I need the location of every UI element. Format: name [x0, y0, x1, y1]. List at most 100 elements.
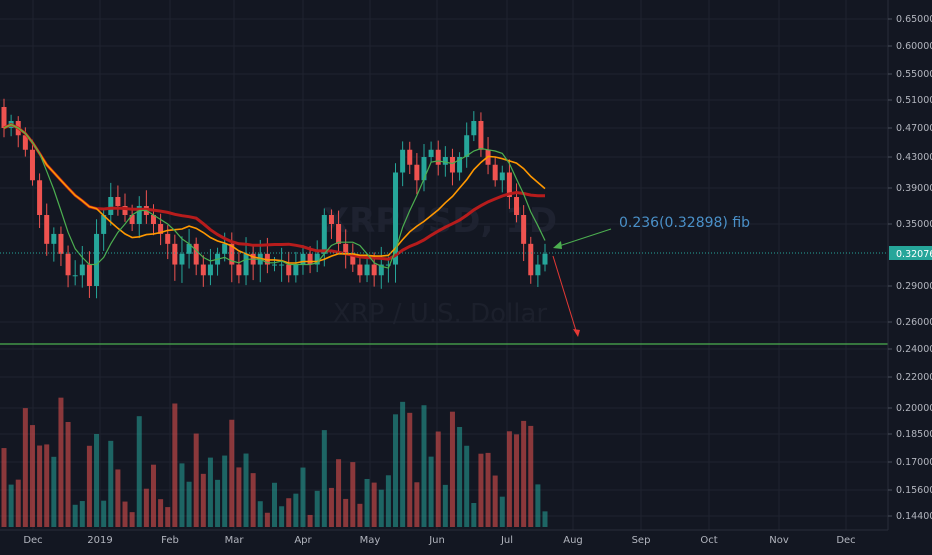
candle[interactable] — [136, 196, 142, 239]
candle[interactable] — [400, 141, 406, 187]
candle[interactable] — [207, 248, 213, 286]
time-tick-label: Dec — [836, 535, 855, 546]
candle[interactable] — [535, 254, 541, 287]
volume-bar — [393, 414, 399, 527]
volume-bar — [94, 433, 100, 527]
candle[interactable] — [186, 228, 192, 269]
candle[interactable] — [350, 243, 356, 272]
candle[interactable] — [79, 245, 85, 288]
candle[interactable] — [378, 246, 384, 289]
volume-bar — [371, 482, 377, 527]
candle[interactable] — [172, 234, 178, 281]
candle[interactable] — [321, 208, 327, 267]
ma-mid-line — [3, 123, 546, 264]
candle[interactable] — [314, 240, 320, 273]
candle[interactable] — [72, 260, 78, 286]
price-tick-label: 0.51000 — [896, 95, 932, 106]
candle[interactable] — [521, 205, 527, 262]
candle[interactable] — [385, 256, 391, 283]
current-price-badge: 0.32076 — [889, 246, 932, 260]
volume-bar — [243, 453, 249, 527]
volume-bar — [435, 431, 441, 527]
candle[interactable] — [407, 141, 413, 175]
candle[interactable] — [492, 156, 498, 187]
time-tick-label: Jun — [428, 535, 445, 546]
candle[interactable] — [414, 153, 420, 195]
candle[interactable] — [179, 236, 185, 283]
candle[interactable] — [200, 255, 206, 287]
candle[interactable] — [449, 148, 455, 186]
volume-bar — [250, 473, 256, 527]
candle[interactable] — [336, 210, 342, 254]
price-tick-label: 0.14400 — [896, 511, 932, 522]
candle[interactable] — [506, 159, 512, 209]
volume-bar — [143, 488, 149, 527]
volume-bar — [485, 452, 491, 527]
candle[interactable] — [108, 182, 114, 226]
candle[interactable] — [307, 246, 313, 274]
candle[interactable] — [393, 163, 399, 283]
candle[interactable] — [514, 183, 520, 223]
candle[interactable] — [115, 185, 121, 216]
price-axis[interactable]: 0.65000 0.60000 0.55000 0.51000 0.47000 0.430… — [887, 0, 932, 530]
candle[interactable] — [435, 140, 441, 176]
volume-bar — [421, 405, 427, 527]
volume-bar — [22, 408, 28, 527]
candle[interactable] — [421, 144, 427, 192]
candle[interactable] — [471, 111, 477, 142]
price-tick-label: 0.47000 — [896, 123, 932, 134]
projection-arrow[interactable] — [552, 255, 580, 337]
time-axis[interactable]: Dec 2019 Feb Mar Apr May Jun Jul Aug Sep Oct Nov Dec — [0, 529, 888, 546]
volume-bar — [193, 433, 199, 527]
candle[interactable] — [343, 229, 349, 269]
fib-annotation-label[interactable]: 0.236(0.32898) fib — [619, 215, 750, 231]
candle[interactable] — [357, 257, 363, 283]
candle[interactable] — [428, 141, 434, 163]
candle[interactable] — [1, 98, 7, 138]
price-tick-label: 0.24000 — [896, 344, 932, 355]
candle[interactable] — [51, 227, 57, 262]
candle[interactable] — [499, 165, 505, 193]
candle[interactable] — [286, 251, 292, 283]
candle[interactable] — [442, 146, 448, 177]
volume-bar — [314, 490, 320, 527]
volume-bar — [328, 487, 334, 527]
candle[interactable] — [328, 209, 334, 239]
price-tick-label: 0.26000 — [896, 317, 932, 328]
candle[interactable] — [293, 251, 299, 283]
candle[interactable] — [58, 226, 64, 266]
candle[interactable] — [279, 247, 285, 282]
time-tick-label: Mar — [225, 535, 245, 546]
candle[interactable] — [236, 252, 242, 284]
price-tick-label: 0.60000 — [896, 41, 932, 52]
volume-bar — [378, 489, 384, 527]
candle[interactable] — [44, 203, 50, 256]
volume-bar — [51, 456, 57, 527]
price-tick-label: 0.17000 — [896, 457, 932, 468]
candle[interactable] — [29, 139, 35, 186]
candle[interactable] — [478, 112, 484, 157]
candle[interactable] — [86, 251, 92, 298]
candle[interactable] — [193, 237, 199, 276]
fib-annotation-arrow[interactable] — [553, 228, 612, 249]
volume-bar — [407, 412, 413, 527]
candle[interactable] — [464, 122, 470, 168]
candle[interactable] — [457, 152, 463, 181]
volume-bar — [101, 500, 107, 527]
candle[interactable] — [528, 236, 534, 284]
volume-bar — [8, 484, 14, 527]
candle[interactable] — [94, 219, 100, 299]
volume-bar — [514, 434, 520, 527]
time-tick-label: May — [360, 535, 381, 546]
candle[interactable] — [300, 245, 306, 275]
price-tick-label: 0.20000 — [896, 403, 932, 414]
candle[interactable] — [65, 245, 71, 288]
volume-bar — [179, 463, 185, 527]
volume-bar — [535, 484, 541, 527]
candlestick-series[interactable] — [1, 98, 548, 299]
candle[interactable] — [542, 243, 548, 272]
volume-bar — [58, 397, 64, 527]
candle[interactable] — [37, 173, 43, 229]
